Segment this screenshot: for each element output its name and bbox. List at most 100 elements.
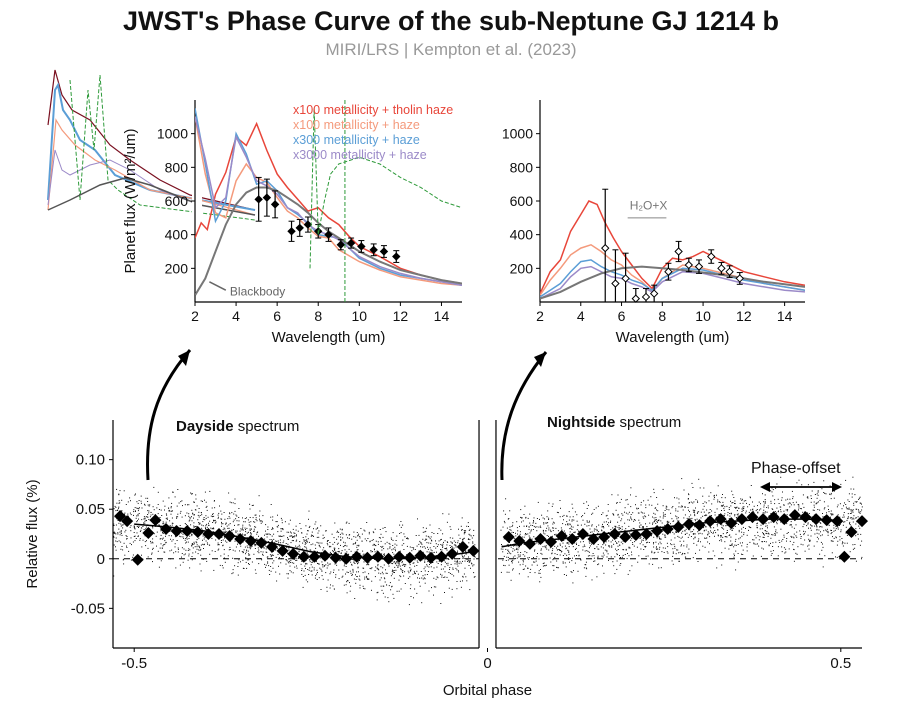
raw-point bbox=[589, 555, 591, 557]
raw-point bbox=[656, 537, 658, 539]
raw-point bbox=[661, 522, 663, 524]
raw-point bbox=[206, 505, 208, 507]
raw-point bbox=[776, 507, 778, 509]
raw-point bbox=[804, 531, 806, 533]
raw-point bbox=[401, 570, 403, 572]
raw-point bbox=[143, 516, 145, 518]
raw-point bbox=[307, 554, 309, 556]
raw-point bbox=[638, 512, 640, 514]
raw-point bbox=[168, 535, 170, 537]
raw-point bbox=[134, 494, 136, 496]
raw-point bbox=[214, 500, 215, 502]
raw-point bbox=[654, 519, 656, 521]
raw-point bbox=[503, 520, 505, 522]
raw-point bbox=[739, 502, 741, 504]
raw-point bbox=[413, 597, 414, 599]
raw-point bbox=[799, 533, 801, 535]
raw-point bbox=[390, 537, 392, 539]
raw-point bbox=[356, 571, 358, 573]
raw-point bbox=[601, 529, 603, 531]
raw-point bbox=[675, 510, 677, 512]
raw-point bbox=[450, 564, 452, 565]
raw-point bbox=[562, 561, 564, 563]
raw-point bbox=[857, 516, 859, 518]
raw-point bbox=[501, 545, 503, 547]
raw-point bbox=[291, 540, 293, 542]
raw-point bbox=[672, 531, 674, 533]
raw-point bbox=[726, 520, 728, 522]
raw-point bbox=[255, 544, 257, 546]
raw-point bbox=[338, 531, 340, 533]
raw-point bbox=[144, 541, 146, 543]
raw-point bbox=[407, 570, 409, 572]
raw-point bbox=[830, 498, 832, 500]
raw-point bbox=[676, 518, 678, 520]
raw-point bbox=[803, 530, 804, 532]
raw-point bbox=[232, 549, 234, 551]
raw-point bbox=[451, 545, 453, 547]
raw-point bbox=[300, 563, 302, 565]
raw-point bbox=[319, 542, 321, 544]
raw-point bbox=[640, 536, 642, 538]
raw-point bbox=[122, 549, 124, 551]
raw-point bbox=[373, 548, 375, 550]
raw-point bbox=[694, 509, 696, 511]
raw-point bbox=[551, 552, 553, 554]
raw-point bbox=[820, 531, 821, 533]
raw-point bbox=[682, 530, 684, 532]
raw-point bbox=[457, 542, 459, 544]
raw-point bbox=[616, 543, 618, 544]
raw-point bbox=[575, 547, 577, 549]
raw-point bbox=[246, 527, 248, 529]
data-point bbox=[303, 220, 313, 229]
raw-point bbox=[438, 528, 440, 530]
raw-point bbox=[351, 573, 353, 575]
raw-point bbox=[395, 569, 397, 571]
raw-point bbox=[449, 567, 451, 568]
raw-point bbox=[446, 521, 448, 523]
raw-point bbox=[578, 554, 580, 556]
raw-point bbox=[162, 537, 164, 539]
raw-point bbox=[171, 517, 173, 519]
raw-point bbox=[605, 521, 607, 523]
raw-point bbox=[244, 527, 246, 529]
raw-point bbox=[642, 526, 644, 528]
raw-point bbox=[342, 546, 344, 548]
raw-point bbox=[542, 563, 544, 564]
binned-point bbox=[587, 532, 600, 545]
raw-point bbox=[753, 542, 755, 544]
raw-point bbox=[500, 529, 502, 531]
raw-point bbox=[832, 536, 833, 538]
raw-point bbox=[262, 551, 264, 553]
raw-point bbox=[728, 535, 730, 536]
raw-point bbox=[416, 565, 418, 566]
raw-point bbox=[560, 507, 561, 509]
raw-point bbox=[471, 562, 472, 564]
raw-point bbox=[589, 545, 591, 547]
raw-point bbox=[164, 551, 166, 553]
raw-point bbox=[722, 501, 724, 503]
raw-point bbox=[804, 539, 806, 541]
raw-point bbox=[734, 514, 736, 516]
raw-point bbox=[306, 539, 308, 541]
raw-point bbox=[170, 506, 172, 508]
raw-point bbox=[196, 505, 198, 507]
raw-point bbox=[350, 561, 352, 563]
raw-point bbox=[571, 571, 573, 573]
raw-point bbox=[680, 537, 682, 539]
raw-point bbox=[651, 504, 653, 506]
raw-point bbox=[741, 498, 743, 500]
raw-point bbox=[733, 546, 735, 548]
raw-point bbox=[131, 544, 132, 546]
raw-point bbox=[777, 546, 779, 548]
raw-point bbox=[393, 570, 395, 571]
raw-point bbox=[710, 531, 712, 533]
raw-point bbox=[290, 535, 292, 537]
raw-point bbox=[849, 551, 851, 553]
raw-point bbox=[859, 544, 861, 546]
raw-point bbox=[157, 491, 159, 493]
raw-point bbox=[741, 528, 743, 530]
raw-point bbox=[318, 536, 320, 538]
raw-point bbox=[192, 513, 194, 515]
raw-point bbox=[513, 537, 515, 539]
